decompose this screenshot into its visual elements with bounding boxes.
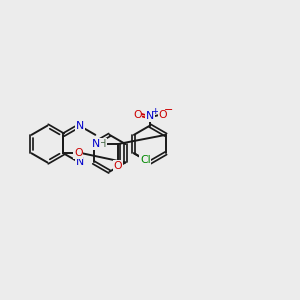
Text: Cl: Cl: [140, 155, 151, 165]
Text: O: O: [74, 148, 82, 158]
Text: −: −: [164, 106, 173, 116]
Text: N: N: [92, 139, 100, 149]
Text: O: O: [133, 110, 142, 120]
Text: O: O: [114, 161, 122, 171]
Text: N: N: [76, 121, 84, 130]
Text: +: +: [151, 106, 158, 116]
Text: H: H: [99, 139, 106, 149]
Text: N: N: [76, 158, 84, 167]
Text: N: N: [146, 111, 154, 122]
Text: O: O: [159, 110, 167, 120]
